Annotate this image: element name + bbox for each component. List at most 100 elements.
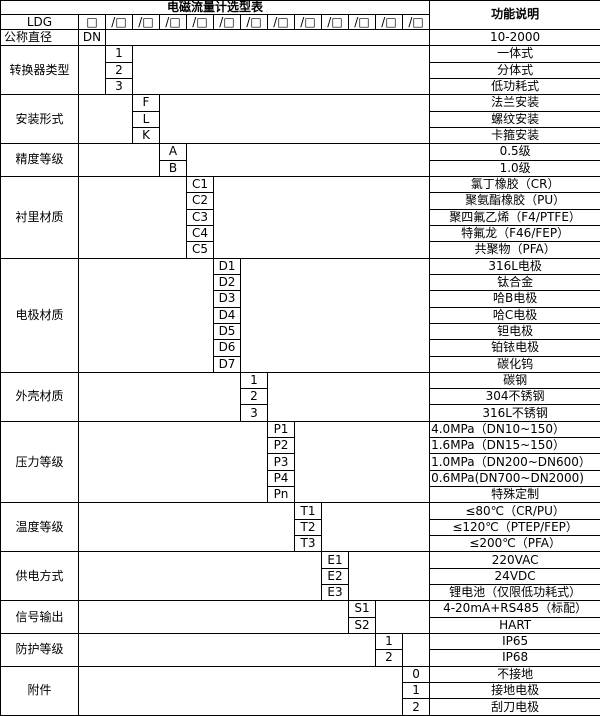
- option-row: T3 ≤200℃（PFA）: [1, 535, 600, 553]
- option-code-cell: K: [132, 126, 160, 145]
- code-slot-cell: /□: [213, 14, 241, 30]
- option-code-cell: C1: [186, 175, 214, 194]
- code-slot-cell: /□: [401, 14, 431, 30]
- option-code-cell: S1: [348, 600, 376, 618]
- option-code-cell: D7: [213, 355, 241, 373]
- spacer-right-cell: [401, 633, 431, 667]
- option-code-cell: DN: [78, 28, 106, 47]
- option-desc-cell: ≤80℃（CR/PU）: [429, 502, 600, 520]
- option-desc-cell: 哈B电极: [429, 290, 600, 308]
- option-desc-cell: 1.6MPa（DN15~150）: [429, 437, 600, 455]
- spacer-left-cell: [78, 45, 106, 96]
- option-desc-cell: 0.6MPa(DN700~DN2000): [429, 469, 600, 488]
- option-desc-cell: 聚氨酯橡胶（PU）: [429, 192, 600, 210]
- option-code-cell: C3: [186, 208, 214, 226]
- option-row: P2 1.6MPa（DN15~150）: [1, 437, 600, 455]
- group-label: 衬里材质: [0, 175, 79, 259]
- option-code-cell: D4: [213, 306, 241, 324]
- option-code-cell: 1: [401, 682, 431, 700]
- group-label: 信号输出: [0, 600, 79, 635]
- option-desc-cell: 接地电极: [429, 682, 600, 700]
- code-slot-cell: /□: [267, 14, 295, 30]
- spacer-left-cell: [78, 665, 403, 716]
- option-desc-cell: HART: [429, 616, 600, 635]
- code-slot-cell: /□: [105, 14, 133, 30]
- spacer-left-cell: [78, 551, 322, 602]
- option-code-cell: D1: [213, 257, 241, 275]
- code-slot-cell: /□: [240, 14, 268, 30]
- code-slot-cell: /□: [321, 14, 349, 30]
- model-code-row: LDG □/□/□/□/□/□/□/□/□/□/□/□/□: [0, 14, 600, 30]
- option-desc-cell: 0.5级: [429, 143, 600, 161]
- option-code-cell: P3: [267, 453, 295, 471]
- option-row: 2 刮刀电极: [1, 698, 600, 716]
- option-code-cell: 1: [105, 45, 133, 63]
- option-code-cell: L: [132, 110, 160, 128]
- option-code-cell: 0: [401, 665, 431, 684]
- option-desc-cell: 特殊定制: [429, 486, 600, 504]
- option-code-cell: Pn: [267, 486, 295, 504]
- group-label: 公称直径: [0, 28, 79, 47]
- spacer-left-cell: [78, 420, 268, 504]
- option-row: 温度等级 T1 ≤80℃（CR/PU）: [0, 502, 600, 553]
- option-desc-cell: 低功耗式: [429, 77, 600, 96]
- table-title: 电磁流量计选型表: [0, 0, 431, 16]
- option-row: D7 碳化钨: [1, 355, 600, 373]
- option-desc-cell: 1.0级: [429, 159, 600, 177]
- option-desc-cell: 316L不锈钢: [429, 404, 600, 422]
- group-label: 外壳材质: [0, 371, 79, 422]
- group-label: 转换器类型: [0, 45, 79, 96]
- code-slot-cell: /□: [294, 14, 322, 30]
- option-row: 1 接地电极: [1, 682, 600, 700]
- option-desc-cell: 聚四氟乙烯（F4/PTFE）: [429, 208, 600, 226]
- option-code-cell: 2: [375, 649, 403, 667]
- group-label: 温度等级: [0, 502, 79, 553]
- group-label: 防护等级: [0, 633, 79, 667]
- option-desc-cell: 4.0MPa（DN10~150）: [429, 420, 600, 439]
- option-row: 电极材质 D1 316L电极: [0, 257, 600, 373]
- option-desc-cell: 螺纹安装: [429, 110, 600, 128]
- option-row: 衬里材质 C1 氯丁橡胶（CR）: [0, 175, 600, 259]
- spacer-left-cell: [78, 371, 241, 422]
- option-code-cell: C5: [186, 241, 214, 259]
- option-row: 2 304不锈钢: [1, 388, 600, 406]
- spacer-left-cell: [78, 257, 214, 373]
- option-code-cell: D6: [213, 339, 241, 357]
- option-code-cell: 1: [240, 371, 268, 390]
- option-desc-cell: 特氟龙（F46/FEP）: [429, 224, 600, 243]
- spacer-right-cell: [212, 175, 431, 259]
- option-code-cell: B: [159, 159, 187, 177]
- option-code-cell: D5: [213, 322, 241, 341]
- option-code-cell: C2: [186, 192, 214, 210]
- spacer-right-cell: [131, 45, 431, 96]
- option-row: E2 24VDC: [1, 567, 600, 586]
- option-code-cell: E3: [321, 584, 349, 602]
- dn-box-cell: □: [78, 14, 106, 30]
- option-desc-cell: 分体式: [429, 61, 600, 79]
- group-label: 安装形式: [0, 94, 79, 145]
- option-code-cell: C4: [186, 224, 214, 243]
- group-label: 压力等级: [0, 420, 79, 504]
- option-code-cell: D2: [213, 273, 241, 292]
- option-row: 3 低功耗式: [1, 77, 600, 96]
- spacer-left-cell: [78, 600, 349, 635]
- option-desc-cell: 304不锈钢: [429, 388, 600, 406]
- spacer-left-cell: [78, 143, 160, 177]
- spacer-right-cell: [239, 257, 431, 373]
- spacer-left-cell: [78, 502, 295, 553]
- option-desc-cell: IP65: [429, 633, 600, 651]
- option-row: 2 IP68: [1, 649, 600, 667]
- option-desc-cell: 铂铱电极: [429, 339, 600, 357]
- option-code-cell: D3: [213, 290, 241, 308]
- group-label: 精度等级: [0, 143, 79, 177]
- option-row: 附件 0 不接地: [0, 665, 600, 716]
- spacer-left-cell: [78, 94, 133, 145]
- option-desc-cell: 1.0MPa（DN200~DN600）: [429, 453, 600, 471]
- model-prefix-cell: LDG: [0, 14, 79, 30]
- option-code-cell: 2: [401, 698, 431, 716]
- option-desc-cell: 220VAC: [429, 551, 600, 569]
- spacer-right-cell: [374, 600, 431, 635]
- option-desc-cell: 氯丁橡胶（CR）: [429, 175, 600, 194]
- option-row: 公称直径 DN 10-2000: [0, 28, 600, 47]
